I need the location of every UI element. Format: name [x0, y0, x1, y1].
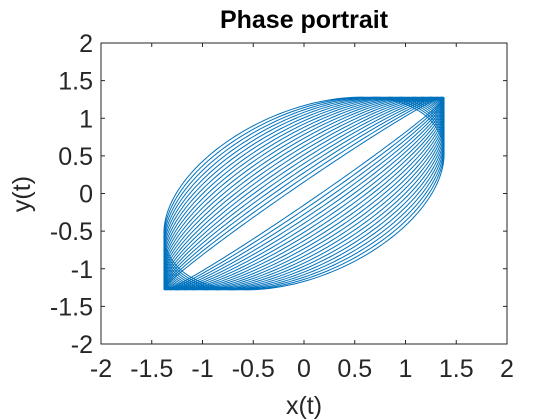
x-tick-label: 0 [297, 355, 311, 383]
y-tick-label: -1 [71, 256, 93, 284]
y-tick-label: 2 [79, 30, 93, 58]
chart-title: Phase portrait [220, 6, 389, 34]
trajectory-line-0 [163, 96, 445, 291]
y-tick-label: 0.5 [58, 143, 93, 171]
y-ticks: -2 -1.5 -1 -0.5 0 0.5 1 1.5 2 [50, 30, 507, 359]
x-ticks: -2 -1.5 -1 -0.5 0 0.5 1 1.5 2 [90, 43, 514, 383]
trajectory-layer [163, 96, 445, 291]
x-tick-label: 0.5 [337, 355, 372, 383]
x-tick-label: 1.5 [439, 355, 474, 383]
y-tick-label: 1 [79, 105, 93, 133]
x-tick-label: -1.5 [130, 355, 173, 383]
y-axis-label: y(t) [8, 176, 36, 212]
y-tick-label: -2 [71, 331, 93, 359]
y-tick-label: 1.5 [58, 68, 93, 96]
y-tick-label: 0 [79, 181, 93, 209]
x-tick-label: 1 [399, 355, 413, 383]
y-tick-label: -1.5 [50, 293, 93, 321]
x-tick-label: 2 [500, 355, 514, 383]
x-tick-label: -2 [90, 355, 112, 383]
x-tick-label: -1 [191, 355, 213, 383]
y-tick-label: -0.5 [50, 218, 93, 246]
x-axis-label: x(t) [286, 392, 322, 420]
x-tick-label: -0.5 [232, 355, 275, 383]
